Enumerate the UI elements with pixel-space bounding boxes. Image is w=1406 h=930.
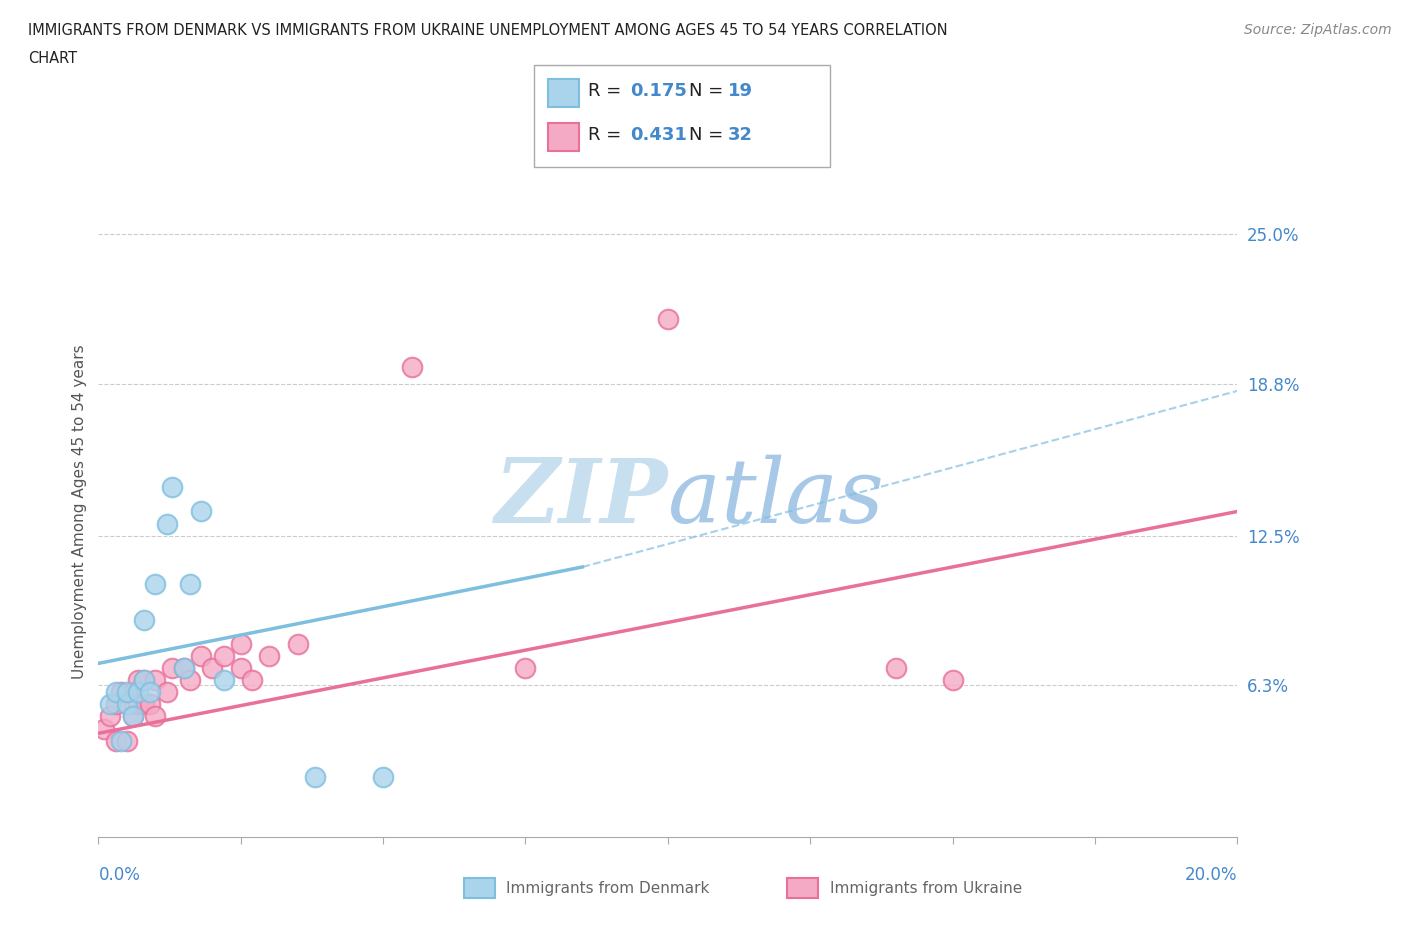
Point: [104, 697, 127, 711]
Text: atlas: atlas: [668, 455, 883, 542]
Point: [132, 672, 155, 687]
Text: 19: 19: [728, 82, 754, 100]
Text: ZIP: ZIP: [495, 455, 668, 542]
Point: [304, 769, 326, 784]
Point: [132, 613, 155, 628]
Point: [229, 637, 252, 652]
Point: [145, 577, 167, 591]
Point: [110, 684, 132, 699]
Text: Source: ZipAtlas.com: Source: ZipAtlas.com: [1244, 23, 1392, 37]
Point: [373, 769, 395, 784]
Point: [110, 733, 132, 748]
Point: [884, 661, 907, 676]
Point: [121, 684, 143, 699]
Text: R =: R =: [588, 82, 627, 100]
Point: [287, 637, 309, 652]
Text: N =: N =: [689, 126, 728, 144]
Point: [201, 661, 224, 676]
Text: 0.431: 0.431: [630, 126, 686, 144]
Point: [657, 312, 679, 326]
Point: [515, 661, 537, 676]
Point: [115, 697, 138, 711]
Point: [401, 359, 423, 374]
Text: Immigrants from Denmark: Immigrants from Denmark: [506, 881, 710, 896]
Point: [162, 480, 184, 495]
Point: [121, 709, 143, 724]
Point: [115, 684, 138, 699]
Point: [138, 697, 160, 711]
Point: [145, 709, 167, 724]
Point: [121, 709, 143, 724]
Point: [127, 697, 149, 711]
Point: [98, 697, 121, 711]
Point: [240, 672, 263, 687]
Point: [179, 672, 201, 687]
Point: [173, 661, 195, 676]
Text: CHART: CHART: [28, 51, 77, 66]
Text: 0.0%: 0.0%: [98, 867, 141, 884]
Point: [229, 661, 252, 676]
Point: [104, 684, 127, 699]
Point: [190, 504, 212, 519]
Text: 20.0%: 20.0%: [1185, 867, 1237, 884]
Point: [98, 709, 121, 724]
Y-axis label: Unemployment Among Ages 45 to 54 years: Unemployment Among Ages 45 to 54 years: [72, 344, 87, 679]
Point: [115, 733, 138, 748]
Point: [173, 661, 195, 676]
Text: 32: 32: [728, 126, 754, 144]
Text: R =: R =: [588, 126, 627, 144]
Point: [145, 672, 167, 687]
Point: [104, 733, 127, 748]
Text: 0.175: 0.175: [630, 82, 686, 100]
Point: [259, 649, 281, 664]
Point: [942, 672, 965, 687]
Point: [132, 697, 155, 711]
Point: [190, 649, 212, 664]
Point: [138, 684, 160, 699]
Point: [156, 516, 179, 531]
Point: [132, 672, 155, 687]
Text: IMMIGRANTS FROM DENMARK VS IMMIGRANTS FROM UKRAINE UNEMPLOYMENT AMONG AGES 45 TO: IMMIGRANTS FROM DENMARK VS IMMIGRANTS FR…: [28, 23, 948, 38]
Text: N =: N =: [689, 82, 728, 100]
Point: [179, 577, 201, 591]
Point: [127, 684, 149, 699]
Text: Immigrants from Ukraine: Immigrants from Ukraine: [830, 881, 1022, 896]
Point: [212, 672, 235, 687]
Point: [156, 684, 179, 699]
Point: [212, 649, 235, 664]
Point: [127, 672, 149, 687]
Point: [162, 661, 184, 676]
Point: [93, 721, 115, 736]
